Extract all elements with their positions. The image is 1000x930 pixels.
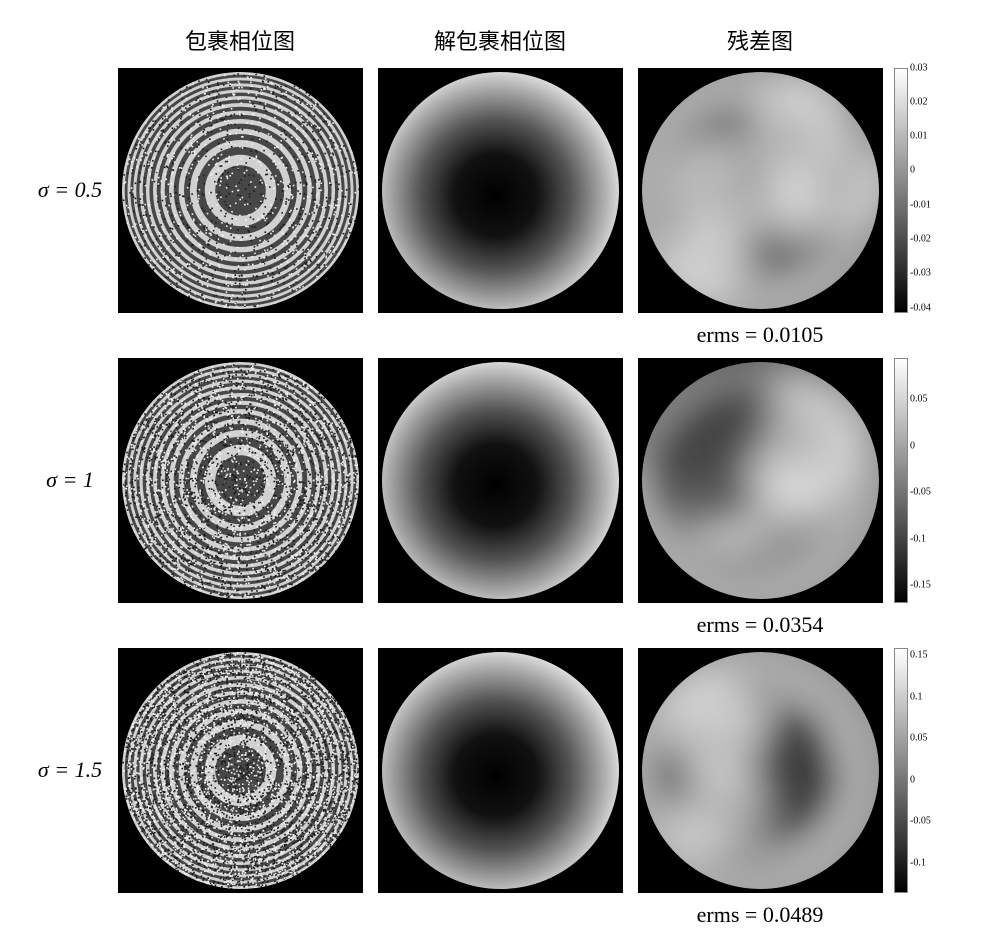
unwrapped-phase-2 [378,648,623,893]
colorbar-tick: 0 [910,440,915,451]
colorbar-tick: -0.15 [910,580,931,591]
colorbar-1: 0.05 0 -0.05 -0.1 -0.15 [894,358,936,603]
wrapped-phase-0 [118,68,363,313]
unwrapped-phase-0 [378,68,623,313]
colorbar-2: 0.15 0.1 0.05 0 -0.05 -0.1 [894,648,936,893]
erms-label-1: erms = 0.0354 [697,612,824,638]
unwrapped-phase-1 [378,358,623,603]
sigma-label-1: σ = 1 [46,467,94,493]
colorbar-tick: 0.1 [910,691,923,702]
colorbar-tick: 0.15 [910,649,928,660]
colorbar-tick: -0.01 [910,199,931,210]
colorbar-tick: -0.1 [910,858,926,869]
colorbar-tick: 0.05 [910,733,928,744]
colorbar-tick: -0.05 [910,487,931,498]
colorbar-tick: 0.01 [910,131,928,142]
colorbar-tick: -0.02 [910,234,931,245]
colorbar-gradient-icon [894,358,908,603]
sigma-label-0: σ = 0.5 [38,177,102,203]
colorbar-tick: -0.04 [910,302,931,313]
colorbar-tick: 0.05 [910,394,928,405]
colorbar-tick: -0.05 [910,816,931,827]
sigma-label-2: σ = 1.5 [38,757,102,783]
col-header-residual: 残差图 [727,24,793,56]
colorbar-gradient-icon [894,648,908,893]
col-header-unwrapped: 解包裹相位图 [434,24,566,56]
colorbar-ticks-0: 0.030.020.010-0.01-0.02-0.03-0.04 [908,68,936,313]
colorbar-ticks-1: 0.05 0 -0.05 -0.1 -0.15 [908,358,936,603]
wrapped-phase-1 [118,358,363,603]
residual-1 [638,358,883,603]
colorbar-tick: 0.03 [910,62,928,73]
colorbar-ticks-2: 0.15 0.1 0.05 0 -0.05 -0.1 [908,648,936,893]
erms-label-0: erms = 0.0105 [697,322,824,348]
col-header-wrapped: 包裹相位图 [185,24,295,56]
colorbar-tick: -0.1 [910,533,926,544]
residual-2 [638,648,883,893]
colorbar-0: 0.030.020.010-0.01-0.02-0.03-0.04 [894,68,936,313]
colorbar-tick: 0 [910,774,915,785]
colorbar-tick: 0.02 [910,96,928,107]
erms-label-2: erms = 0.0489 [697,902,824,928]
wrapped-phase-2 [118,648,363,893]
figure-grid: 包裹相位图 解包裹相位图 残差图 σ = 0.5 0.03 0.02 0.01 0 -0… [30,20,970,930]
residual-0 [638,68,883,313]
colorbar-tick: -0.03 [910,268,931,279]
colorbar-gradient-icon [894,68,908,313]
colorbar-tick: 0 [910,165,915,176]
